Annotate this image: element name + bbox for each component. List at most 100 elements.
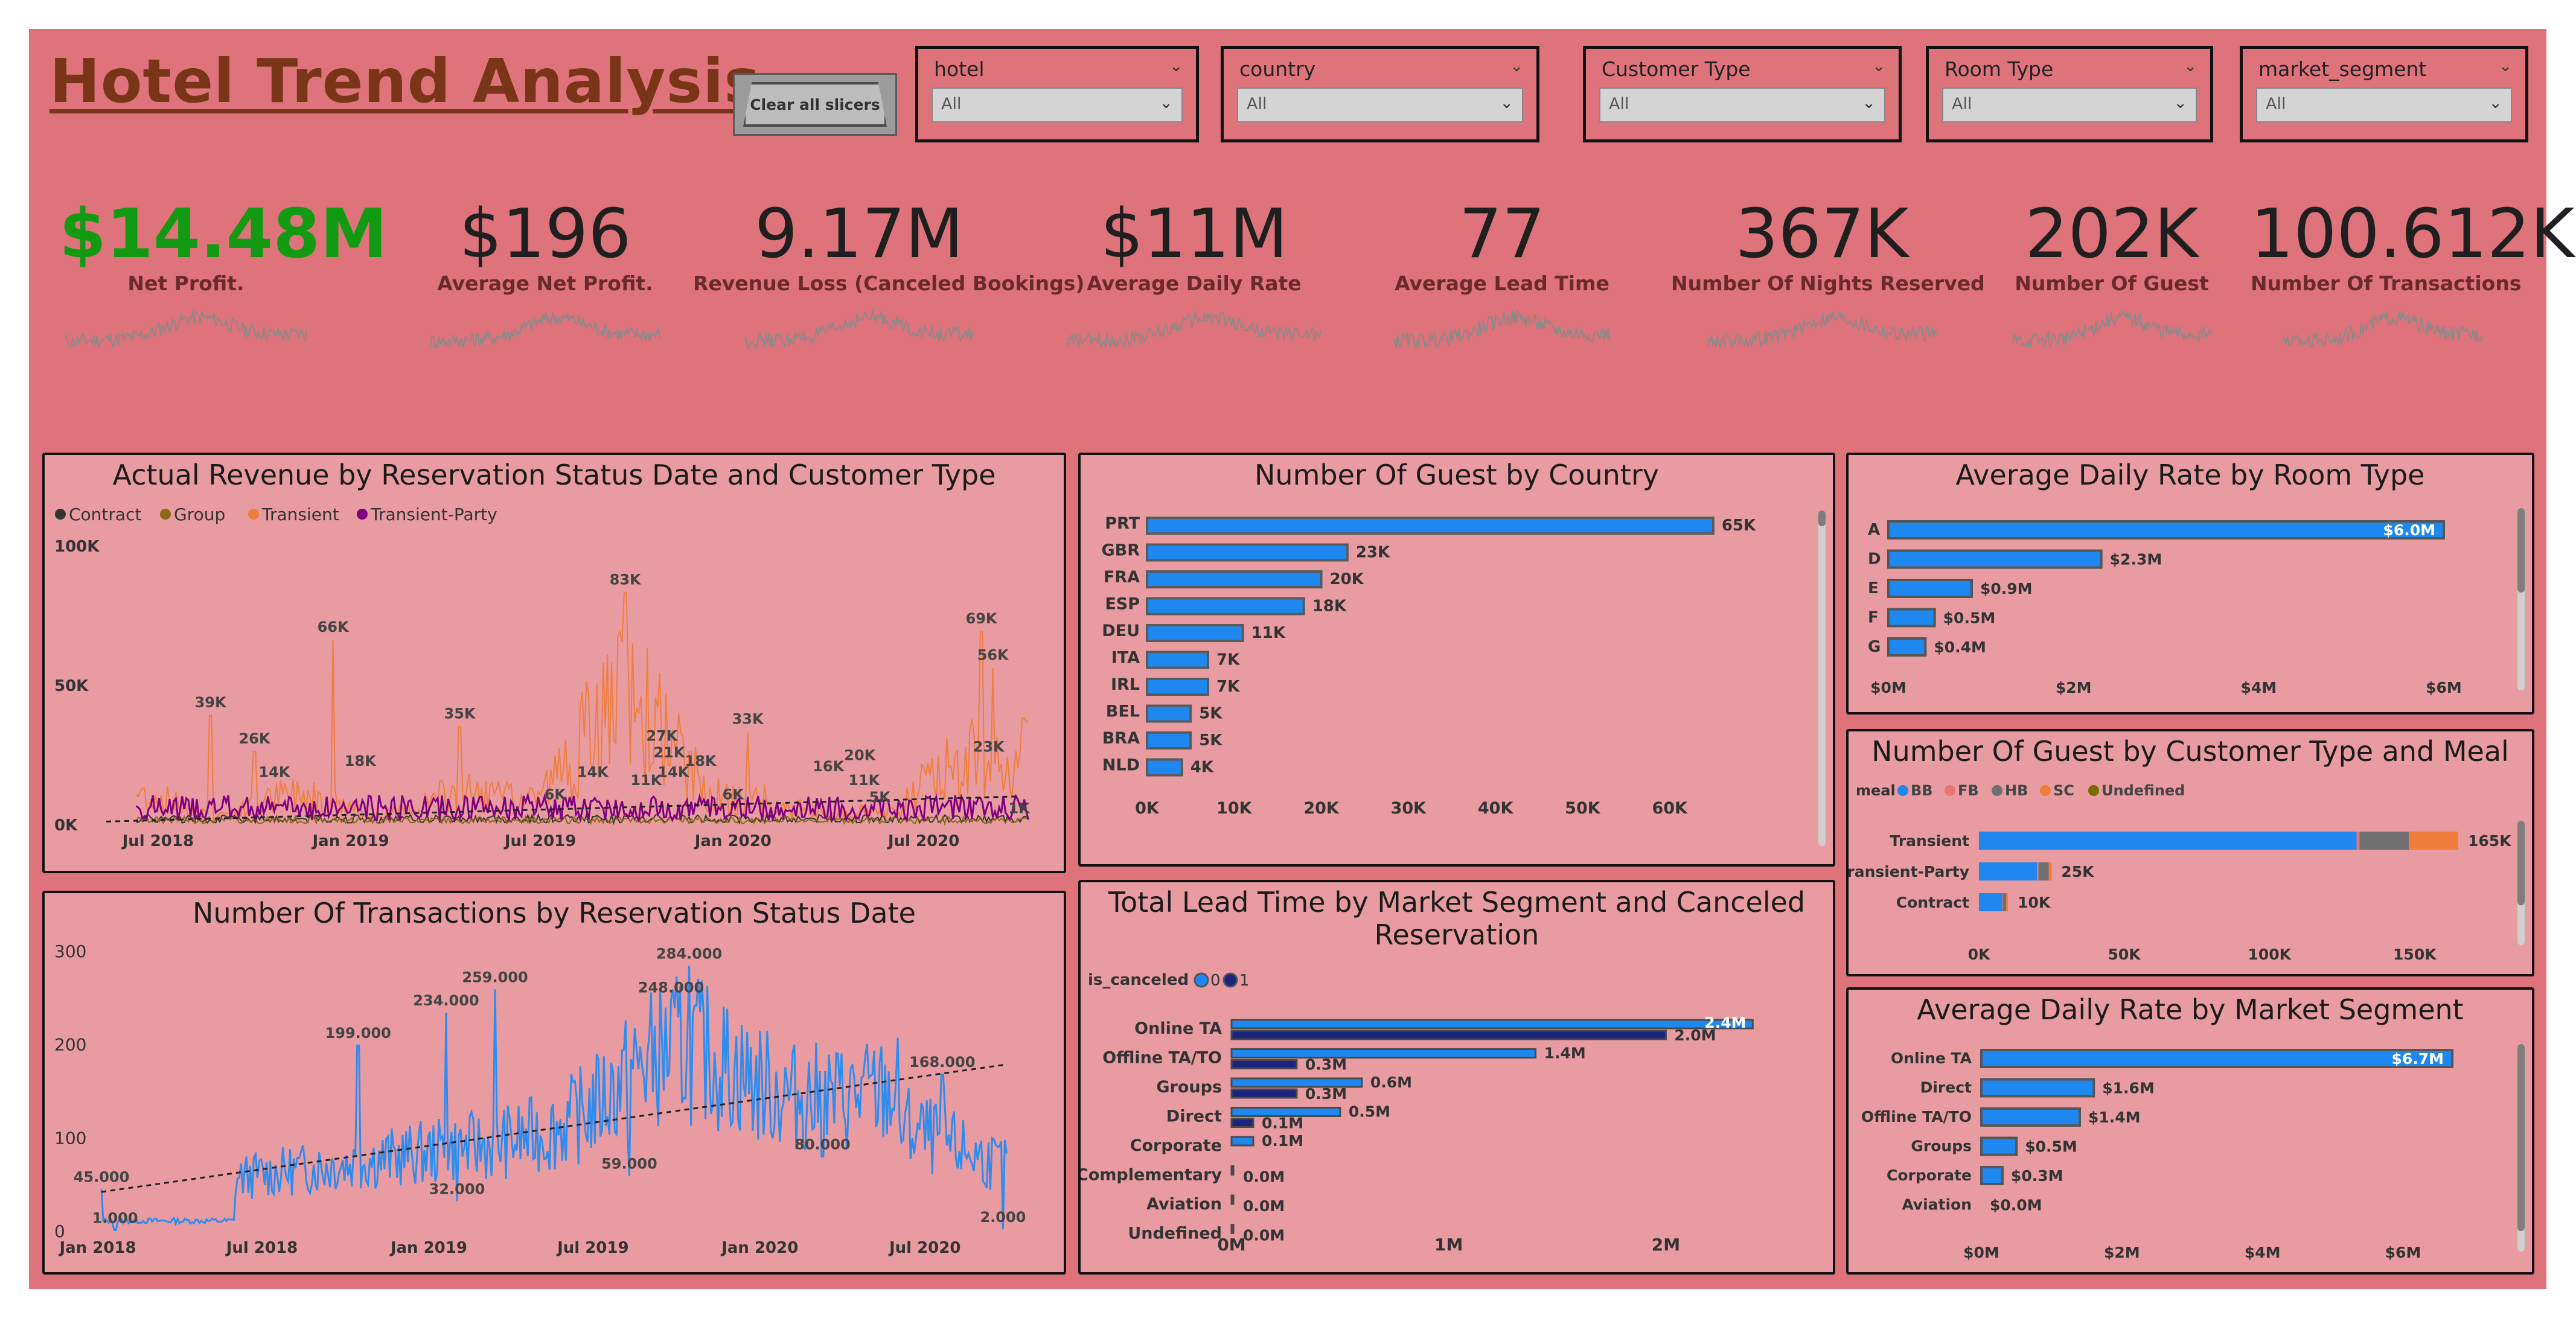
panel-actual-revenue: Contract Group Transient Transient-Party 0K 5… [42, 453, 1066, 873]
slicer-country-label: country [1239, 57, 1316, 81]
slicer-hotel[interactable]: hotel ⌄ All ⌄ [915, 46, 1199, 142]
slicer-country[interactable]: country ⌄ All ⌄ [1221, 46, 1539, 142]
data-label: 66K [318, 619, 350, 635]
bar-not-canceled [1230, 1019, 1754, 1030]
scrollbar[interactable] [2517, 821, 2525, 945]
bar [1146, 517, 1715, 535]
data-label: 234.000 [413, 992, 479, 1009]
kpi-value: 100.612K [2251, 195, 2575, 273]
slicer-market-segment-dropdown[interactable]: All ⌄ [2256, 88, 2512, 123]
slicer-hotel-label: hotel [934, 57, 985, 81]
category-label: Groups [1156, 1078, 1222, 1097]
kpi-average-lead-time: 77 Average Lead Time [1393, 198, 1611, 364]
data-label: 45.000 [74, 1168, 130, 1185]
data-label: 1.000 [92, 1209, 138, 1226]
data-label: 0.5M [1349, 1103, 1390, 1121]
data-label: $6.0M [2383, 521, 2435, 539]
bar [1146, 651, 1209, 669]
data-label: 18K [685, 753, 717, 769]
chart-title: Actual Revenue by Reservation Status Dat… [112, 459, 996, 491]
data-label: 11K [848, 772, 880, 789]
x-tick-label: 0M [1217, 1235, 1245, 1255]
data-label: 18K [1312, 597, 1347, 616]
scroll-thumb[interactable] [2517, 508, 2525, 593]
data-label: 10K [2018, 894, 2051, 911]
slicer-market-segment-value: All [2266, 95, 2286, 113]
y-tick-label: 200 [54, 1035, 86, 1055]
legend-marker [357, 509, 368, 520]
bar-segment [2037, 862, 2039, 880]
bar [1146, 543, 1349, 562]
kpi-nights-reserved: 367K Number Of Nights Reserved [1671, 198, 1985, 364]
bar-canceled [1230, 1030, 1667, 1040]
scroll-thumb[interactable] [1818, 511, 1826, 526]
slicer-room-type-dropdown[interactable]: All ⌄ [1942, 88, 2197, 123]
y-tick-label: 0 [54, 1221, 65, 1241]
bar-not-canceled [1230, 1048, 1537, 1059]
kpi-net-profit: $14.48M Net Profit. [59, 198, 388, 364]
bar-canceled [1230, 1088, 1298, 1099]
x-tick-label: 0K [1968, 946, 1991, 963]
kpi-average-daily-rate: $11M Average Daily Rate [1067, 198, 1321, 364]
scroll-thumb[interactable] [2517, 1044, 2525, 1231]
y-tick-label: 300 [54, 941, 86, 961]
category-label: Aviation [1902, 1196, 1972, 1214]
category-label: Corporate [1130, 1136, 1222, 1155]
data-label: 39K [195, 694, 227, 711]
x-tick-label: Jan 2020 [694, 832, 772, 850]
slicer-customer-type-dropdown[interactable]: All ⌄ [1599, 88, 1885, 123]
legend-label: BB [1911, 782, 1933, 799]
data-label: 33K [732, 711, 764, 728]
legend-marker [55, 509, 66, 520]
guest-by-country-bar-chart: PRT 65K GBR 23K FRA 20K ESP 18K DEU 11K ITA 7K IRL 7K… [1101, 514, 1756, 818]
data-label: 7K [1216, 651, 1240, 669]
data-label: 5K [1199, 705, 1222, 723]
kpi-value: 202K [2025, 195, 2199, 273]
scrollbar[interactable] [1818, 511, 1826, 846]
chevron-down-icon: ⌄ [1872, 57, 1885, 75]
slicer-country-dropdown[interactable]: All ⌄ [1237, 88, 1523, 123]
bar [1980, 1078, 2095, 1098]
bar [1146, 704, 1192, 723]
series-transient-party [135, 792, 1030, 823]
data-label: 14K [657, 763, 689, 780]
category-label: PRT [1105, 514, 1140, 533]
transactions-line-chart: 0 100 200 300 Jan 2018 Jul 2018 Jan 2019 Jul 20… [54, 941, 1026, 1257]
bar-segment [2356, 832, 2360, 850]
bar-not-canceled [1230, 1107, 1341, 1117]
data-label: $0.5M [2025, 1138, 2077, 1156]
data-label: $0.9M [1980, 580, 2033, 597]
slicer-room-type[interactable]: Room Type ⌄ All ⌄ [1926, 46, 2213, 142]
legend-marker [248, 509, 259, 520]
legend-marker [1992, 785, 2002, 796]
scroll-thumb[interactable] [2517, 821, 2525, 905]
data-label: $0.4M [1934, 638, 1986, 656]
data-label: 11K [1251, 624, 1286, 642]
data-label: 2.0M [1674, 1027, 1716, 1044]
data-label: 0.0M [1243, 1227, 1285, 1244]
data-label: 14K [577, 763, 609, 780]
y-tick-label: 100K [54, 538, 100, 556]
data-label: 65K [1722, 517, 1756, 535]
sparkline [430, 312, 660, 350]
scrollbar[interactable] [2517, 508, 2525, 690]
trend-line [101, 1064, 1003, 1193]
slicer-market-segment[interactable]: market_segment ⌄ All ⌄ [2240, 46, 2528, 142]
bar-segment [2006, 893, 2009, 911]
kpi-value: $196 [459, 195, 631, 273]
category-label: F [1868, 609, 1879, 627]
data-label: 11K [630, 772, 662, 789]
category-label: GBR [1101, 541, 1140, 560]
category-label: Contract [1896, 894, 1969, 911]
clear-slicers-button[interactable]: Clear all slicers [733, 73, 897, 136]
data-label: 83K [610, 571, 642, 588]
data-label: $6.7M [2391, 1050, 2444, 1068]
bar-not-canceled [1230, 1136, 1254, 1147]
scrollbar[interactable] [2517, 1044, 2525, 1252]
slicer-customer-type[interactable]: Customer Type ⌄ All ⌄ [1583, 46, 1902, 142]
sparkline [2012, 310, 2211, 348]
slicer-hotel-dropdown[interactable]: All ⌄ [932, 88, 1183, 123]
data-label: 0.3M [1305, 1085, 1347, 1103]
kpi-average-net-profit: $196 Average Net Profit. [424, 198, 666, 364]
slicer-customer-type-value: All [1609, 95, 1629, 113]
